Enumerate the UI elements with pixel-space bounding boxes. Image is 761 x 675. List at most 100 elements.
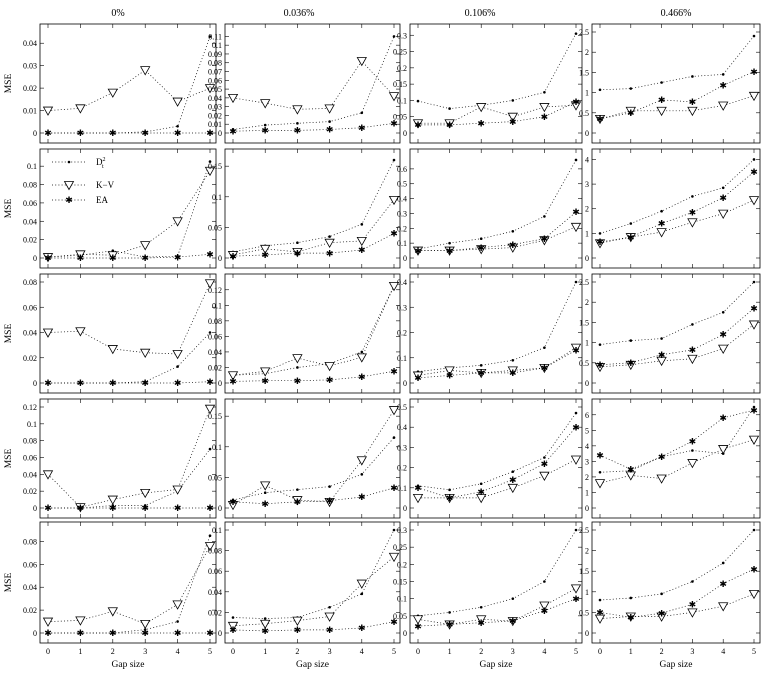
y-tick-label: 0.04 (23, 583, 37, 592)
point-star: ✱ (719, 330, 727, 340)
point-star: ✱ (596, 237, 604, 247)
point-star: ✱ (446, 493, 454, 503)
y-tick-label: 0.06 (23, 560, 37, 569)
y-tick-label: 3 (585, 180, 589, 189)
point-triangle (539, 601, 550, 611)
point-star: ✱ (414, 246, 422, 256)
y-tick-label: 0.5 (579, 109, 589, 118)
point-dot (543, 215, 546, 218)
point-dot (111, 504, 115, 507)
point-triangle (42, 617, 54, 627)
point-dot (263, 123, 267, 127)
point-triangle (388, 406, 400, 416)
point-star: ✱ (627, 232, 635, 242)
point-triangle (625, 106, 636, 117)
series-line-3 (232, 233, 395, 257)
point-star: ✱ (261, 126, 269, 136)
y-tick-label: 0.15 (393, 80, 407, 89)
point-star: ✱ (477, 618, 485, 628)
point-dot (392, 436, 396, 439)
point-triangle (687, 608, 698, 618)
series-line-2 (47, 69, 211, 111)
y-tick-label: 0.1 (397, 96, 407, 105)
point-dot (479, 482, 483, 486)
point-dot (231, 498, 235, 502)
y-tick-label: 0.1 (212, 193, 222, 202)
point-dot (448, 107, 451, 110)
point-star: ✱ (414, 120, 422, 130)
point-dot (479, 605, 483, 609)
point-triangle (625, 471, 636, 481)
axes-frame (224, 521, 401, 644)
y-tick-label: 0.3 (397, 443, 407, 452)
y-tick-label: 0 (403, 129, 407, 138)
column-title-1: 0% (111, 8, 124, 19)
point-triangle (356, 456, 367, 466)
point-star: ✱ (261, 250, 269, 260)
series-line-2 (418, 104, 577, 124)
y-tick-label: 0.12 (23, 403, 37, 412)
y-tick-label: 1.5 (579, 68, 589, 77)
point-triangle (594, 479, 606, 489)
point-triangle (748, 196, 760, 206)
point-star: ✱ (326, 496, 334, 506)
point-triangle (260, 481, 271, 491)
y-tick-label: 0.2 (397, 560, 407, 569)
point-triangle (172, 217, 183, 227)
point-triangle (656, 106, 667, 117)
point-triangle (539, 103, 550, 113)
point-dot (143, 130, 147, 134)
point-star: ✱ (174, 128, 182, 138)
y-tick-label: 0 (403, 629, 407, 638)
point-triangle (172, 485, 183, 495)
point-triangle (227, 93, 239, 104)
point-star: ✱ (719, 193, 727, 203)
point-star: ✱ (141, 128, 149, 138)
series-line-1 (417, 529, 577, 617)
x-tick-label: 2 (295, 647, 299, 656)
panel-r4-c3: 0 0.1 0.2 0.3 0.4 0.5 ✱ ✱ ✱ ✱ ✱ ✱ (397, 398, 583, 519)
point-triangle (718, 602, 729, 612)
point-triangle (718, 209, 729, 219)
point-dot (660, 209, 663, 213)
point-dot (691, 580, 694, 583)
point-star: ✱ (541, 363, 549, 373)
point-triangle (687, 106, 698, 117)
point-triangle (292, 496, 303, 506)
point-star: ✱ (358, 372, 366, 382)
point-triangle (539, 471, 550, 481)
point-dot (721, 186, 725, 190)
y-tick-label: 0.06 (208, 332, 222, 341)
y-tick-label: 0.1 (27, 420, 37, 429)
point-star: ✱ (206, 503, 214, 513)
axes-frame (409, 521, 583, 644)
x-tick-label: 0 (416, 647, 420, 656)
point-triangle (388, 195, 400, 206)
series-line-3 (232, 370, 395, 382)
point-star: ✱ (206, 128, 214, 138)
point-star: ✱ (477, 368, 485, 378)
point-dot (574, 280, 578, 284)
x-tick-label: 2 (660, 647, 664, 656)
y-tick-label: 0.1 (397, 484, 407, 493)
point-star: ✱ (358, 245, 366, 255)
point-star: ✱ (261, 376, 269, 386)
point-triangle (656, 612, 667, 622)
x-tick-label: 4 (360, 647, 364, 656)
panel-r5-c1: 0 0.02 0.04 0.06 0.08 0 1 2 3 4 5 MSE Gap size ✱ ✱ ✱ ✱ ✱ ✱ (4, 521, 217, 670)
point-star: ✱ (326, 375, 334, 385)
point-dot (296, 241, 299, 244)
series-line-1 (417, 159, 577, 250)
point-star: ✱ (572, 422, 580, 432)
point-star: ✱ (141, 253, 149, 263)
point-triangle (412, 493, 424, 504)
point-triangle (324, 362, 335, 372)
point-dot (511, 358, 515, 362)
point-triangle (570, 455, 582, 465)
y-tick-label: 1 (585, 588, 589, 597)
y-tick-label: 0 (403, 379, 407, 388)
point-dot (691, 449, 694, 452)
point-dot (143, 628, 147, 631)
y-tick-label: 0.5 (579, 359, 589, 368)
point-triangle (356, 579, 367, 589)
